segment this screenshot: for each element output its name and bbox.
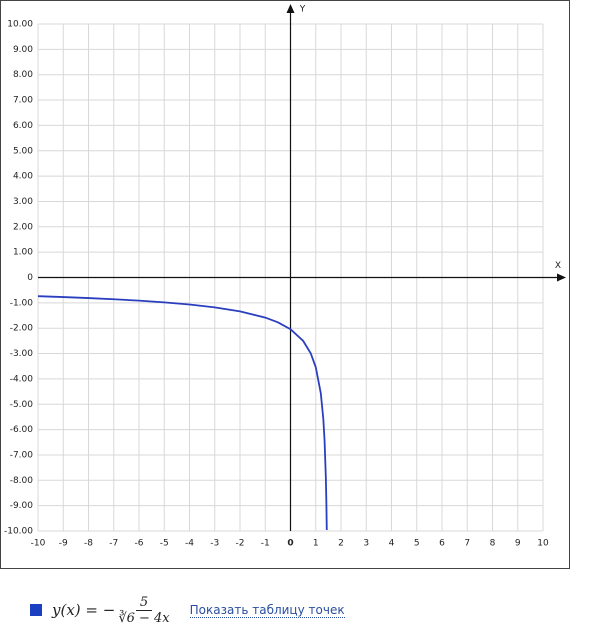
y-tick-label: -6.00 [10, 425, 34, 435]
x-tick-label: -4 [185, 539, 194, 549]
x-axis-label: X [555, 261, 561, 271]
y-tick-label: -1.00 [10, 298, 34, 308]
x-tick-label: -1 [261, 539, 270, 549]
y-tick-label: -7.00 [10, 450, 34, 460]
y-tick-label: -10.00 [4, 527, 33, 537]
x-tick-label: 8 [490, 539, 496, 549]
y-tick-label: 0 [27, 273, 33, 283]
x-tick-label: -2 [236, 539, 245, 549]
y-axis-label: Y [299, 5, 306, 15]
y-tick-label: -4.00 [10, 374, 34, 384]
x-tick-label: 4 [389, 539, 395, 549]
x-tick-label: 7 [464, 539, 470, 549]
x-tick-label: 6 [439, 539, 445, 549]
y-tick-label: -2.00 [10, 324, 34, 334]
fraction: 5 ∛6 − 4x [118, 595, 169, 626]
x-tick-label: 9 [515, 539, 521, 549]
y-tick-label: 7.00 [13, 96, 33, 106]
x-tick-label: 2 [338, 539, 344, 549]
y-tick-label: 2.00 [13, 222, 33, 232]
show-table-link[interactable]: Показать таблицу точек [189, 602, 345, 618]
curve [37, 295, 328, 531]
legend: y(x) = − 5 ∛6 − 4x Показать таблицу точе… [30, 590, 345, 630]
y-tick-label: -5.00 [10, 400, 34, 410]
x-tick-label: 3 [363, 539, 369, 549]
y-tick-label: 10.00 [7, 20, 33, 30]
y-tick-label: -3.00 [10, 349, 34, 359]
y-tick-label: 3.00 [13, 197, 33, 207]
x-tick-label: -10 [31, 539, 46, 549]
legend-swatch [30, 604, 42, 616]
denominator: ∛6 − 4x [118, 610, 170, 626]
x-tick-label: -5 [160, 539, 169, 549]
y-tick-label: -8.00 [10, 476, 34, 486]
numerator: 5 [135, 595, 153, 611]
y-arrow [286, 4, 295, 13]
x-tick-label: -8 [84, 539, 93, 549]
chart: -10 -9 -8 -7 -6 -5 -4 -3 -2 -1 0 1 2 3 4 5 6 7 8 9 1010.009.… [0, 0, 570, 569]
y-tick-label: 1.00 [13, 248, 33, 258]
x-tick-label: -9 [59, 539, 68, 549]
formula-lhs: y(x) = − [52, 601, 116, 619]
y-tick-label: 8.00 [13, 70, 33, 80]
x-tick-label: -3 [210, 539, 219, 549]
frame [0, 0, 570, 569]
y-tick-label: 5.00 [13, 146, 33, 156]
x-arrow [557, 273, 566, 282]
x-tick-label: 10 [537, 539, 549, 549]
y-tick-label: 9.00 [13, 45, 33, 55]
y-tick-label: 6.00 [13, 121, 33, 131]
x-tick-label: 0 [287, 539, 293, 549]
x-tick-label: 5 [414, 539, 420, 549]
y-tick-label: 4.00 [13, 172, 33, 182]
y-tick-label: -9.00 [10, 501, 34, 511]
x-tick-label: -6 [135, 539, 144, 549]
formula: y(x) = − 5 ∛6 − 4x [52, 595, 170, 626]
x-tick-label: -7 [109, 539, 118, 549]
x-tick-label: 1 [313, 539, 319, 549]
